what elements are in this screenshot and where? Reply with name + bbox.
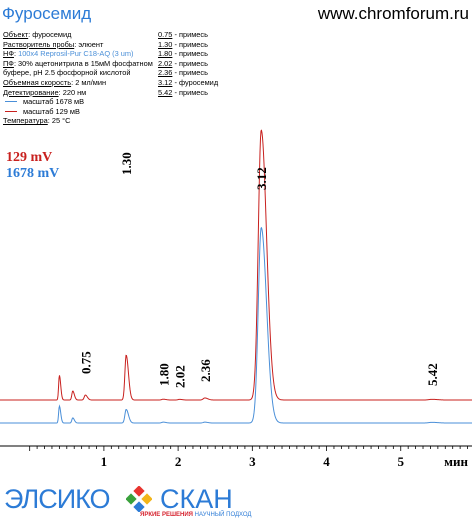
legend-item-red: масштаб 129 мВ <box>3 107 153 117</box>
peak-time: 2.36 <box>158 68 173 78</box>
peak-row: 5.42 - примесь <box>158 87 208 97</box>
peak-name: фуросемид <box>178 77 219 87</box>
condition-key: Температура <box>3 116 48 126</box>
condition-row: Объемная скорость: 2 мл/мин <box>3 77 107 87</box>
peak-table: 0.75 - примесь 1.30 - примесь 1.80 - при… <box>158 30 218 97</box>
peak-label: 1.80 <box>156 363 171 386</box>
peak-row: 1.80 - примесь <box>158 49 208 59</box>
page-title: Фуросемид <box>2 4 92 23</box>
peak-row: 3.12 - фуросемид <box>158 77 219 87</box>
condition-row: ПФ: 30% ацетонитрила в 15мМ фосфатном <box>3 58 153 68</box>
condition-row: Детектирование: 220 нм <box>3 87 87 97</box>
condition-row: Температура: 25 °C <box>3 116 71 126</box>
peak-time: 1.80 <box>158 49 173 59</box>
series-red-trace <box>0 129 472 401</box>
peak-label: 1.30 <box>119 152 134 175</box>
x-tick-label: 3 <box>249 454 256 469</box>
peak-label: 5.42 <box>425 363 440 386</box>
condition-value: 2 мл/мин <box>75 77 107 87</box>
peak-name: примесь <box>178 58 208 68</box>
peak-row: 2.36 - примесь <box>158 68 208 78</box>
peak-time: 5.42 <box>158 87 173 97</box>
site-url[interactable]: www.chromforum.ru <box>317 4 469 23</box>
condition-key: НФ <box>3 49 14 59</box>
condition-value: 30% ацетонитрила в 15мМ фосфатном <box>18 58 153 68</box>
condition-key: Объемная скорость <box>3 77 72 87</box>
peak-name: примесь <box>178 49 208 59</box>
elsiko-logo-text: ЭЛСИКО <box>4 484 111 514</box>
peak-row: 2.02 - примесь <box>158 58 208 68</box>
elsiko-logo: ЭЛСИКО <box>4 484 111 515</box>
peak-label: 2.36 <box>198 359 213 382</box>
condition-value: 25 °C <box>51 116 71 126</box>
peak-label: 3.12 <box>254 167 269 190</box>
peak-name: примесь <box>178 30 208 39</box>
peak-name: примесь <box>178 87 208 97</box>
scale-label-red: 129 mV <box>6 150 53 165</box>
condition-value: 100х4 Reprosil-Pur C18-AQ (3 um) <box>18 49 134 59</box>
peak-time: 3.12 <box>158 77 173 87</box>
scan-logo: СКАН <box>160 484 233 515</box>
legend-label: масштаб 129 мВ <box>23 106 80 116</box>
slogan: ЯРКИЕ РЕШЕНИЯ НАУЧНЫЙ ПОДХОД <box>140 512 251 518</box>
condition-row: Объект: фуросемид <box>3 30 72 39</box>
peak-label: 0.75 <box>78 351 93 374</box>
peak-row: 0.75 - примесь <box>158 30 208 39</box>
legend-line-icon <box>5 101 17 103</box>
condition-key: Растворитель пробы <box>3 39 75 49</box>
peak-label: 2.02 <box>173 365 188 388</box>
slogan-part-a: ЯРКИЕ РЕШЕНИЯ <box>140 512 193 518</box>
condition-value: элюент <box>78 39 104 49</box>
condition-row: НФ: 100х4 Reprosil-Pur C18-AQ (3 um) <box>3 49 134 59</box>
scale-label-blue: 1678 mV <box>6 166 60 181</box>
condition-key: ПФ <box>3 58 14 68</box>
condition-key: Детектирование <box>3 87 59 97</box>
legend-item-blue: масштаб 1678 мВ <box>3 97 153 107</box>
scan-logo-text: СКАН <box>160 484 233 514</box>
x-tick-label: 5 <box>398 454 405 469</box>
x-axis-label: мин <box>444 454 468 469</box>
x-tick-label: 1 <box>101 454 108 469</box>
condition-row: Растворитель пробы: элюент <box>3 39 104 49</box>
peak-name: примесь <box>178 68 208 78</box>
x-tick-label: 2 <box>175 454 182 469</box>
condition-key: Объект <box>3 30 29 39</box>
condition-value: буфере, pH 2.5 фосфорной кислотой <box>3 68 131 78</box>
slogan-part-b: НАУЧНЫЙ ПОДХОД <box>194 512 252 518</box>
condition-row: буфере, pH 2.5 фосфорной кислотой <box>3 68 153 78</box>
conditions-panel: Объект: фуросемид Растворитель пробы: эл… <box>3 30 153 126</box>
x-tick-label: 4 <box>323 454 330 469</box>
peak-time: 0.75 <box>158 30 173 39</box>
peak-name: примесь <box>178 39 208 49</box>
condition-value: фуросемид <box>32 30 72 39</box>
peak-time: 1.30 <box>158 39 173 49</box>
legend-label: масштаб 1678 мВ <box>23 97 85 107</box>
peak-row: 1.30 - примесь <box>158 39 208 49</box>
scan-logo-icon <box>126 486 152 512</box>
legend-line-icon <box>5 111 17 113</box>
series-blue-trace <box>0 226 472 424</box>
peak-time: 2.02 <box>158 58 173 68</box>
condition-value: 220 нм <box>62 87 87 97</box>
